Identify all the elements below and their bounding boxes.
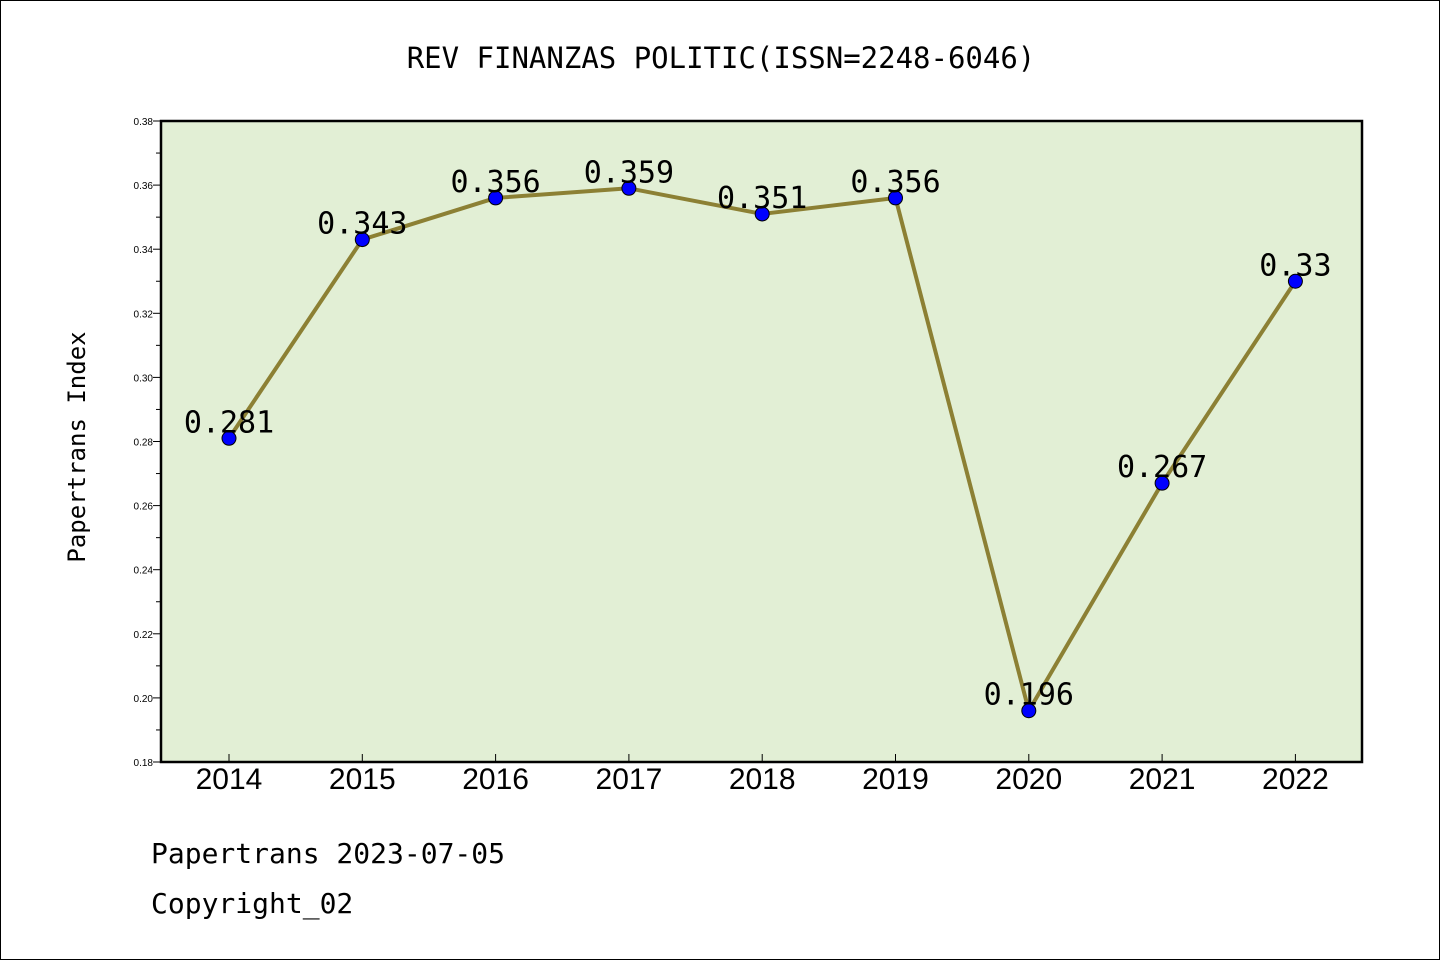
data-label: 0.267 bbox=[1117, 450, 1207, 485]
data-point bbox=[754, 206, 770, 222]
data-label: 0.351 bbox=[717, 181, 807, 216]
data-point bbox=[354, 232, 370, 248]
data-point bbox=[1287, 273, 1303, 289]
x-tick-label: 2017 bbox=[596, 763, 663, 796]
data-point bbox=[1154, 475, 1170, 491]
data-label: 0.356 bbox=[850, 165, 940, 200]
data-label: 0.343 bbox=[317, 207, 407, 242]
x-tick-label: 2018 bbox=[729, 763, 796, 796]
data-label: 0.281 bbox=[184, 405, 274, 440]
data-label: 0.356 bbox=[450, 165, 540, 200]
y-tick-label: 0.32 bbox=[134, 309, 154, 320]
data-point bbox=[488, 190, 504, 206]
footer-date: Papertrans 2023-07-05 bbox=[151, 837, 506, 870]
x-tick-label: 2022 bbox=[1262, 763, 1329, 796]
plot-area bbox=[161, 121, 1362, 762]
chart-title: REV FINANZAS POLITIC(ISSN=2248-6046) bbox=[407, 41, 1036, 75]
plot-border bbox=[159, 119, 1364, 764]
y-tick-label: 0.22 bbox=[134, 630, 154, 641]
data-point bbox=[888, 190, 903, 206]
y-tick-label: 0.36 bbox=[134, 181, 154, 192]
data-point bbox=[1021, 703, 1037, 719]
y-tick-label: 0.34 bbox=[134, 245, 154, 256]
x-tick-label: 2020 bbox=[995, 763, 1062, 796]
x-tick-label: 2019 bbox=[862, 763, 929, 796]
y-tick-label: 0.28 bbox=[134, 438, 154, 449]
footer-copyright: Copyright_02 bbox=[151, 887, 354, 920]
x-tick-label: 2014 bbox=[196, 763, 263, 796]
y-tick-label: 0.26 bbox=[134, 502, 154, 513]
data-label: 0.196 bbox=[984, 678, 1074, 713]
y-axis: 0.18 0.20 0.22 0.24 0.26 0.28 0.30 0.32 0.34 0.36… bbox=[134, 117, 161, 769]
y-axis-label: Papertrans Index bbox=[63, 331, 91, 562]
x-tick-label: 2021 bbox=[1129, 763, 1196, 796]
y-tick-label: 0.30 bbox=[134, 373, 154, 384]
x-tick-label: 2015 bbox=[329, 763, 396, 796]
data-label: 0.33 bbox=[1259, 248, 1331, 283]
y-tick-label: 0.20 bbox=[134, 694, 154, 705]
data-point bbox=[621, 180, 637, 196]
data-label: 0.359 bbox=[584, 155, 674, 190]
series-markers bbox=[221, 180, 1303, 719]
x-tick-label: 2016 bbox=[462, 763, 529, 796]
y-tick-label: 0.38 bbox=[134, 117, 154, 128]
y-tick-label: 0.18 bbox=[134, 758, 154, 769]
y-tick-label: 0.24 bbox=[134, 566, 154, 577]
data-point bbox=[221, 430, 237, 446]
x-axis: 2014 2015 2016 2017 2018 2019 2020 2021 2022 bbox=[196, 754, 1329, 796]
data-labels: 0.281 0.343 0.356 0.359 0.351 0.356 0.196 0.267… bbox=[184, 155, 1332, 712]
